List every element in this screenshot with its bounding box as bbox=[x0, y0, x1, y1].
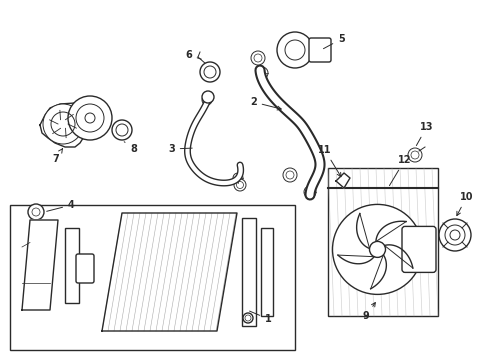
Polygon shape bbox=[102, 213, 237, 331]
Circle shape bbox=[251, 51, 265, 65]
Circle shape bbox=[333, 204, 422, 294]
Bar bbox=[242, 218, 256, 326]
Text: 10: 10 bbox=[457, 192, 473, 216]
Bar bbox=[65, 228, 79, 303]
Text: 12: 12 bbox=[390, 155, 412, 186]
FancyBboxPatch shape bbox=[402, 226, 436, 273]
Text: 4: 4 bbox=[47, 200, 75, 211]
Circle shape bbox=[68, 96, 112, 140]
Text: 6: 6 bbox=[185, 50, 201, 60]
Circle shape bbox=[369, 242, 386, 257]
FancyBboxPatch shape bbox=[309, 38, 331, 62]
Circle shape bbox=[439, 219, 471, 251]
Bar bbox=[10, 205, 295, 350]
Circle shape bbox=[202, 91, 214, 103]
Bar bbox=[328, 168, 438, 316]
Polygon shape bbox=[336, 173, 350, 188]
Polygon shape bbox=[40, 103, 90, 147]
Bar bbox=[261, 228, 273, 316]
Circle shape bbox=[112, 120, 132, 140]
Circle shape bbox=[43, 104, 83, 144]
Text: 1: 1 bbox=[249, 311, 272, 324]
Text: 8: 8 bbox=[124, 142, 137, 154]
Circle shape bbox=[408, 148, 422, 162]
Circle shape bbox=[200, 62, 220, 82]
Polygon shape bbox=[22, 220, 58, 310]
Circle shape bbox=[28, 204, 44, 220]
Circle shape bbox=[277, 32, 313, 68]
FancyBboxPatch shape bbox=[76, 254, 94, 283]
Circle shape bbox=[243, 313, 253, 323]
Text: 13: 13 bbox=[416, 122, 434, 145]
Text: 5: 5 bbox=[323, 34, 345, 49]
Text: 9: 9 bbox=[363, 303, 375, 321]
Text: 3: 3 bbox=[168, 144, 192, 154]
Circle shape bbox=[234, 179, 246, 191]
Text: 7: 7 bbox=[52, 149, 63, 164]
Text: 11: 11 bbox=[318, 145, 341, 177]
Circle shape bbox=[283, 168, 297, 182]
Text: 2: 2 bbox=[250, 97, 281, 110]
